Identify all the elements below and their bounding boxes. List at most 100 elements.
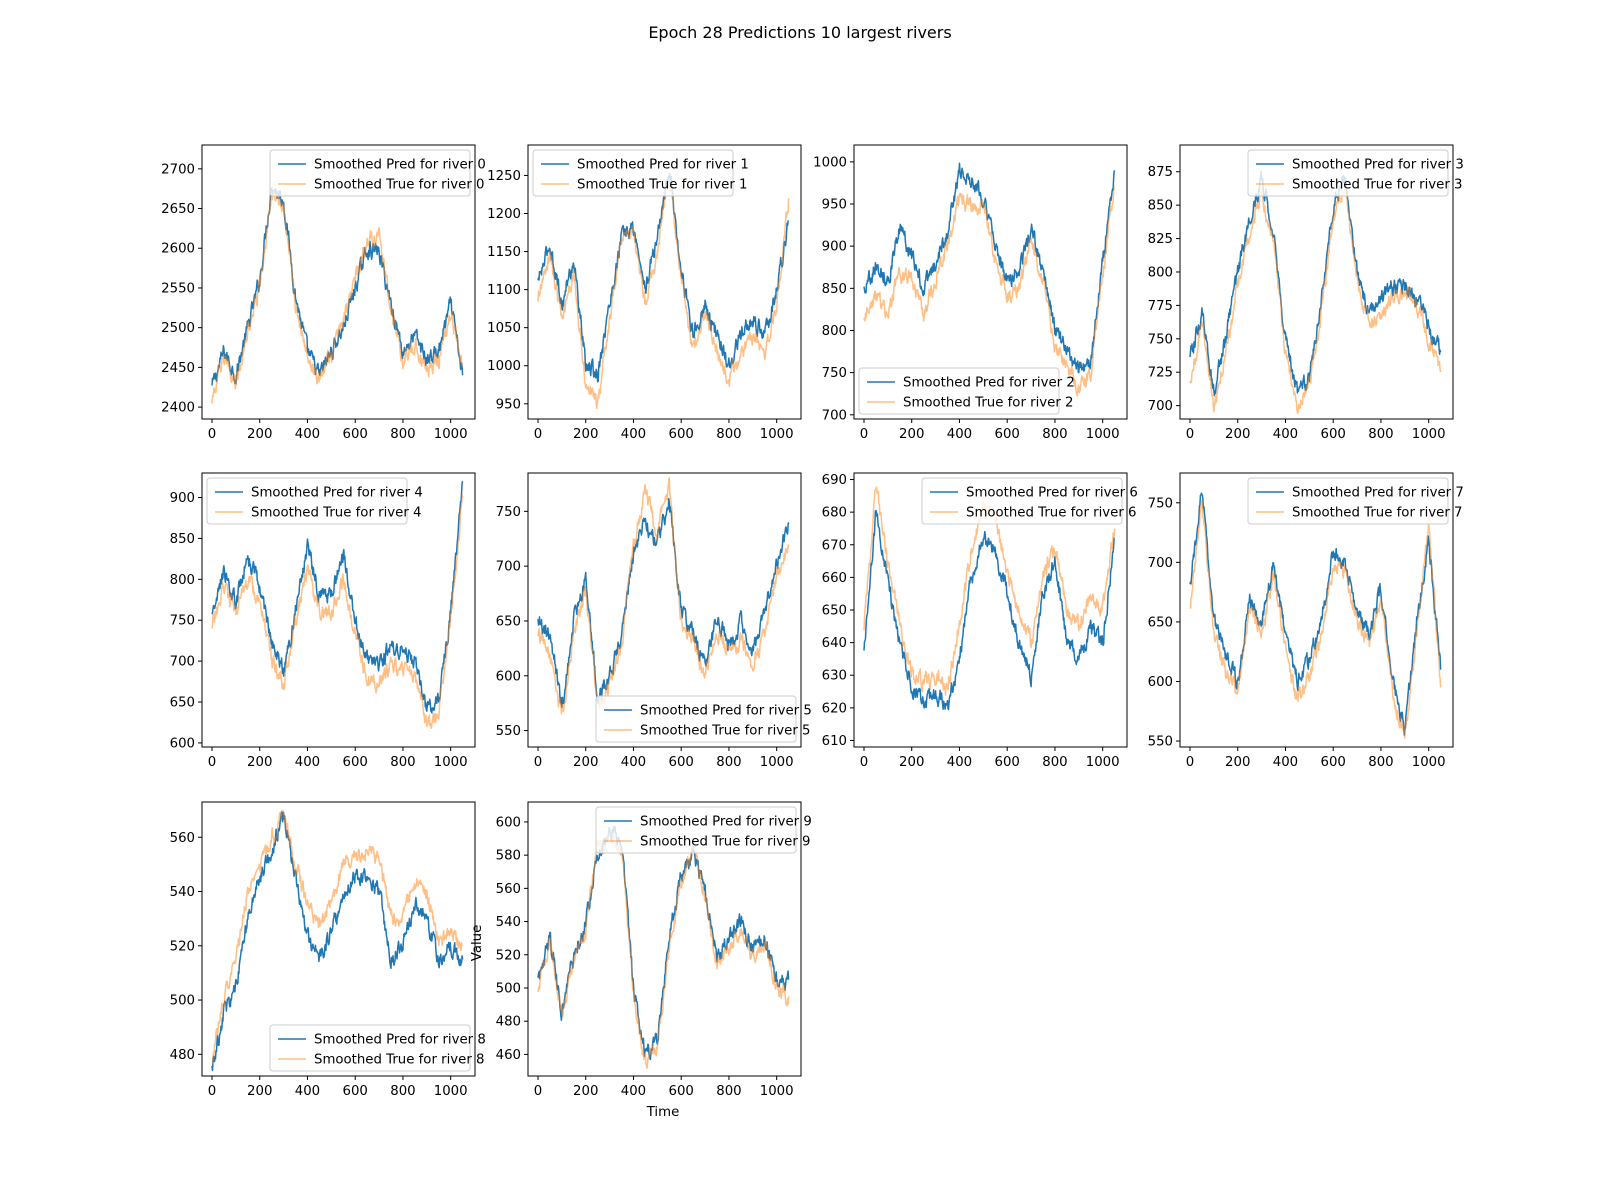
x-tick-label: 800 (1368, 427, 1393, 442)
x-tick-label: 1000 (1412, 427, 1446, 442)
y-tick-label: 600 (1148, 675, 1173, 690)
x-tick-label: 200 (573, 755, 598, 770)
subplot-river-3: 0 200 400 600 800 1000 700 725 750 775 800 825 850 87… (1148, 144, 1464, 442)
axes-frame (527, 472, 802, 748)
series-line-true-river-2 (863, 185, 1116, 397)
y-tick-label: 480 (496, 1015, 521, 1030)
axes-frame (1179, 472, 1454, 748)
x-tick-label: 0 (534, 427, 542, 442)
legend-box (269, 149, 471, 197)
x-tick-label: 1000 (760, 1084, 794, 1099)
x-tick-label: 0 (1186, 427, 1194, 442)
legend: Smoothed Pred for river 1 Smoothed True f… (532, 149, 749, 197)
x-tick-label: 200 (247, 755, 272, 770)
legend-entry: Smoothed True for river 1 (577, 178, 748, 193)
axes-frame (201, 472, 476, 748)
axes-frame (527, 144, 802, 420)
subplot-river-2: 0 200 400 600 800 1000 700 750 800 850 900 950 1000 S… (813, 144, 1128, 442)
subplot-river-5: 0 200 400 600 800 1000 550 600 650 700 750 Smoothed… (496, 472, 812, 770)
x-tick-label: 600 (1321, 755, 1346, 770)
subplot-river-6: 0 200 400 600 800 1000 610 620 630 640 650 660 670 68… (822, 472, 1138, 770)
y-tick-label: 550 (1148, 735, 1173, 750)
x-tick-label: 200 (573, 1084, 598, 1099)
y-tick-label: 1150 (487, 245, 521, 260)
series-line-pred-river-7 (1189, 492, 1442, 736)
x-tick-label: 200 (247, 427, 272, 442)
series-line-pred-river-0 (211, 187, 464, 386)
legend-entry: Smoothed Pred for river 9 (640, 815, 812, 830)
x-tick-label: 200 (1225, 427, 1250, 442)
figure-title: Epoch 28 Predictions 10 largest rivers (648, 23, 951, 42)
legend-entry: Smoothed Pred for river 1 (577, 158, 749, 173)
subplot-grid: 0 200 400 600 800 1000 2400 2450 2500 2550 2600 265… (161, 144, 1464, 1099)
legend-entry: Smoothed True for river 7 (1292, 506, 1463, 521)
x-tick-label: 0 (860, 755, 868, 770)
x-tick-label: 200 (1225, 755, 1250, 770)
subplot-river-7: 0 200 400 600 800 1000 550 600 650 700 750 Smoothed… (1148, 472, 1464, 770)
y-tick-label: 520 (170, 939, 195, 954)
subplot-river-1: 0 200 400 600 800 1000 950 1000 1050 1100 1150 1200… (487, 144, 802, 442)
series-line-pred-river-1 (537, 173, 789, 383)
y-tick-label: 650 (1148, 615, 1173, 630)
y-tick-label: 690 (822, 473, 847, 488)
x-tick-label: 0 (534, 1084, 542, 1099)
x-tick-label: 600 (995, 755, 1020, 770)
y-tick-label: 750 (496, 505, 521, 520)
x-tick-label: 600 (669, 427, 694, 442)
y-tick-label: 600 (170, 736, 195, 751)
plot-area (211, 481, 464, 730)
x-tick-label: 1000 (760, 755, 794, 770)
series-line-pred-river-2 (863, 162, 1116, 374)
axes-frame (1179, 144, 1454, 420)
plot-area (1189, 492, 1442, 739)
legend-entry: Smoothed True for river 2 (903, 396, 1074, 411)
legend-box (206, 477, 408, 525)
y-tick-label: 2400 (161, 401, 195, 416)
x-tick-label: 800 (1042, 427, 1067, 442)
plot-area (211, 809, 464, 1072)
legend-entry: Smoothed Pred for river 5 (640, 704, 812, 719)
legend-entry: Smoothed True for river 3 (1292, 178, 1463, 193)
series-line-pred-river-4 (211, 481, 464, 714)
x-tick-label: 800 (390, 427, 415, 442)
legend: Smoothed Pred for river 6 Smoothed True f… (921, 477, 1138, 525)
y-tick-label: 2650 (161, 202, 195, 217)
y-tick-label: 950 (496, 397, 521, 412)
legend: Smoothed Pred for river 0 Smoothed True f… (269, 149, 486, 197)
x-tick-label: 1000 (760, 427, 794, 442)
legend: Smoothed Pred for river 5 Smoothed True f… (595, 695, 812, 743)
y-tick-label: 950 (822, 198, 847, 213)
series-line-pred-river-6 (863, 509, 1115, 711)
y-tick-label: 800 (170, 573, 195, 588)
y-tick-label: 750 (822, 366, 847, 381)
axes-frame (201, 801, 476, 1077)
y-tick-label: 460 (496, 1048, 521, 1063)
x-tick-label: 800 (390, 1084, 415, 1099)
legend-box (1247, 149, 1449, 197)
subplot-river-9: 0 200 400 600 800 1000 460 480 500 520 540 560 580 60… (496, 801, 812, 1099)
x-tick-label: 400 (295, 427, 320, 442)
y-tick-label: 700 (170, 655, 195, 670)
y-tick-label: 2450 (161, 361, 195, 376)
x-tick-label: 600 (669, 755, 694, 770)
y-tick-label: 1250 (487, 169, 521, 184)
x-tick-label: 200 (247, 1084, 272, 1099)
y-tick-label: 850 (1148, 199, 1173, 214)
y-tick-label: 900 (822, 240, 847, 255)
x-tick-label: 1000 (1086, 427, 1120, 442)
y-tick-label: 620 (822, 701, 847, 716)
legend-box (921, 477, 1123, 525)
y-tick-label: 540 (496, 915, 521, 930)
y-tick-label: 900 (170, 491, 195, 506)
series-line-true-river-4 (211, 493, 464, 730)
series-line-true-river-3 (1189, 184, 1442, 414)
plot-area (537, 173, 790, 410)
y-tick-label: 560 (170, 831, 195, 846)
y-tick-label: 610 (822, 734, 847, 749)
plot-area (1189, 170, 1442, 414)
series-line-true-river-5 (537, 477, 790, 715)
x-tick-label: 800 (716, 1084, 741, 1099)
series-line-true-river-1 (537, 179, 790, 410)
y-tick-label: 660 (822, 571, 847, 586)
x-tick-label: 600 (343, 427, 368, 442)
